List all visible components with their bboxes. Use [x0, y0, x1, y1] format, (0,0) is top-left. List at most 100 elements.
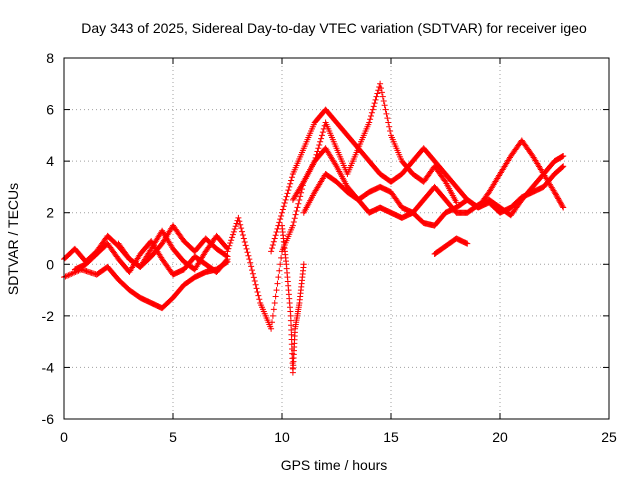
data-point — [379, 93, 386, 100]
data-point — [378, 89, 385, 96]
data-point — [370, 103, 377, 110]
data-point — [555, 195, 562, 202]
data-point — [380, 97, 387, 104]
data-point — [464, 240, 471, 247]
data-point — [269, 319, 276, 326]
x-tick-label: 10 — [274, 429, 290, 445]
y-tick-label: 4 — [46, 153, 54, 169]
data-point — [273, 287, 280, 294]
data-point — [558, 201, 565, 208]
data-point — [300, 261, 307, 268]
data-point — [293, 207, 300, 214]
y-tick-label: 8 — [46, 50, 54, 66]
data-point — [292, 211, 299, 218]
data-point — [558, 200, 565, 207]
series-track-4 — [115, 227, 231, 273]
plot-frame — [63, 57, 610, 420]
data-point — [273, 229, 280, 236]
data-point — [249, 270, 256, 277]
data-point — [285, 187, 292, 194]
data-point — [554, 194, 561, 201]
data-point — [279, 206, 286, 213]
data-point — [224, 256, 231, 263]
data-point — [368, 113, 375, 120]
data-point — [237, 221, 244, 228]
data-point — [552, 190, 559, 197]
data-point — [240, 235, 247, 242]
y-tick-label: -4 — [42, 359, 55, 375]
y-tick-label: 0 — [46, 256, 54, 272]
data-point — [288, 174, 295, 181]
data-point — [275, 274, 282, 281]
data-point — [378, 85, 385, 92]
series-track-8 — [300, 163, 567, 229]
data-point — [385, 119, 392, 126]
data-point — [282, 196, 289, 203]
data-point — [241, 238, 248, 245]
x-axis-label: GPS time / hours — [281, 457, 388, 473]
data-point — [271, 235, 278, 242]
data-point — [377, 80, 384, 87]
data-point — [314, 148, 321, 155]
data-point — [372, 96, 379, 103]
data-point — [371, 100, 378, 107]
data-point — [386, 123, 393, 130]
data-point — [288, 177, 295, 184]
data-point — [232, 223, 239, 230]
data-point — [281, 200, 288, 207]
data-point — [270, 238, 277, 245]
data-point — [225, 245, 232, 252]
data-point — [453, 199, 460, 206]
data-point — [319, 129, 326, 136]
series-track-9 — [431, 235, 471, 257]
data-point — [553, 192, 560, 199]
grid — [64, 58, 609, 419]
data-point — [63, 272, 70, 279]
data-point — [231, 226, 238, 233]
data-point — [229, 234, 236, 241]
data-point — [252, 281, 259, 288]
data-point — [228, 237, 235, 244]
data-point — [277, 216, 284, 223]
series-track-1 — [61, 258, 231, 312]
data-point — [296, 197, 303, 204]
data-point — [272, 293, 279, 300]
data-point — [270, 306, 277, 313]
y-tick-label: -2 — [42, 308, 55, 324]
y-tick-label: -6 — [42, 411, 55, 427]
data-point — [369, 106, 376, 113]
data-point — [69, 270, 76, 277]
data-point — [294, 204, 301, 211]
data-point — [227, 240, 234, 247]
data-point — [229, 231, 236, 238]
data-point — [254, 289, 261, 296]
data-point — [557, 199, 564, 206]
data-point — [555, 196, 562, 203]
data-point — [66, 271, 73, 278]
data-point — [280, 203, 287, 210]
data-point — [253, 285, 260, 292]
data-point — [269, 241, 276, 248]
x-tick-label: 15 — [383, 429, 399, 445]
data-point — [382, 106, 389, 113]
data-point — [297, 193, 304, 200]
data-point — [249, 267, 256, 274]
data-point — [367, 116, 374, 123]
data-point — [244, 249, 251, 256]
y-tick-label: 6 — [46, 102, 54, 118]
data-point — [559, 163, 566, 170]
data-point — [290, 218, 297, 225]
data-point — [287, 180, 294, 187]
data-point — [243, 245, 250, 252]
data-point — [239, 228, 246, 235]
data-point — [256, 296, 263, 303]
data-point — [441, 177, 448, 184]
data-point — [286, 183, 293, 190]
data-point — [245, 252, 252, 259]
data-point — [284, 190, 291, 197]
chart-title: Day 343 of 2025, Sidereal Day-to-day VTE… — [81, 20, 587, 36]
data-point — [551, 189, 558, 196]
data-point — [268, 248, 275, 255]
data-point — [289, 222, 296, 229]
